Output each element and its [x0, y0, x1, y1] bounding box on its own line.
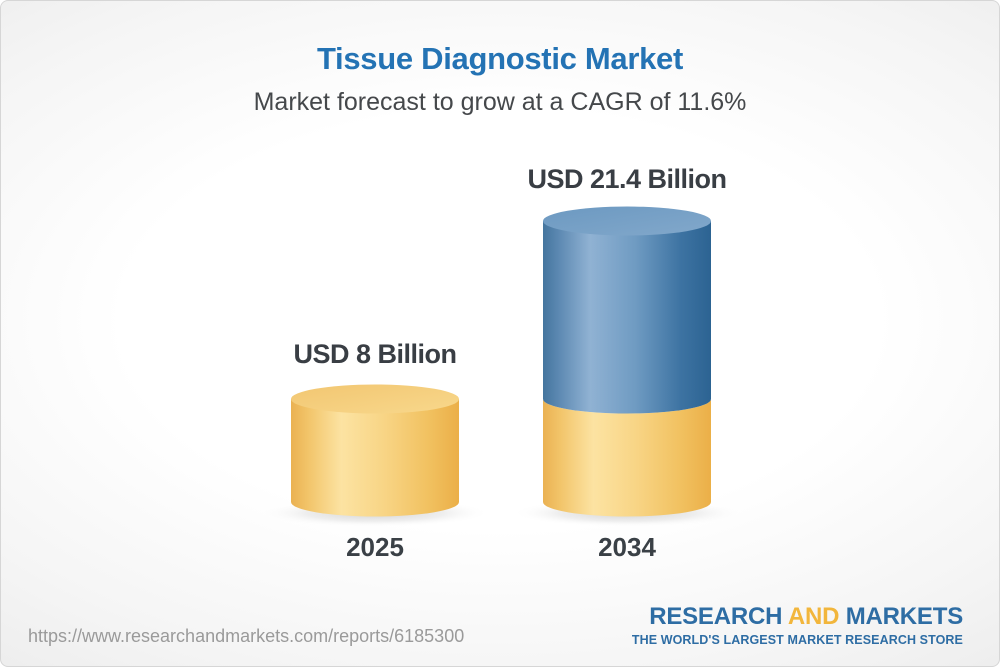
category-label-2025: 2025	[346, 532, 404, 562]
bar-2034-forecast-segment	[543, 221, 711, 414]
logo-word-markets: MARKETS	[845, 603, 963, 630]
page-subtitle: Market forecast to grow at a CAGR of 11.…	[253, 88, 747, 116]
bar-2025-cylinder	[291, 384, 459, 517]
logo-word-and: AND	[787, 603, 840, 630]
value-label-2034: USD 21.4 Billion	[527, 164, 727, 194]
report-url: https://www.researchandmarkets.com/repor…	[28, 626, 465, 646]
value-label-2025: USD 8 Billion	[293, 339, 457, 369]
category-label-2034: 2034	[598, 532, 656, 562]
logo-tagline: THE WORLD'S LARGEST MARKET RESEARCH STOR…	[631, 633, 963, 647]
logo-word-research: RESEARCH	[649, 603, 783, 630]
logo-wordmark: RESEARCH AND MARKETS	[632, 603, 963, 631]
page-title: Tissue Diagnostic Market	[316, 41, 684, 76]
bar-2034-base-segment	[543, 399, 711, 517]
research-and-markets-logo: RESEARCH AND MARKETS THE WORLD'S LARGEST…	[632, 603, 963, 647]
bar-2034-cylinder	[543, 206, 711, 517]
